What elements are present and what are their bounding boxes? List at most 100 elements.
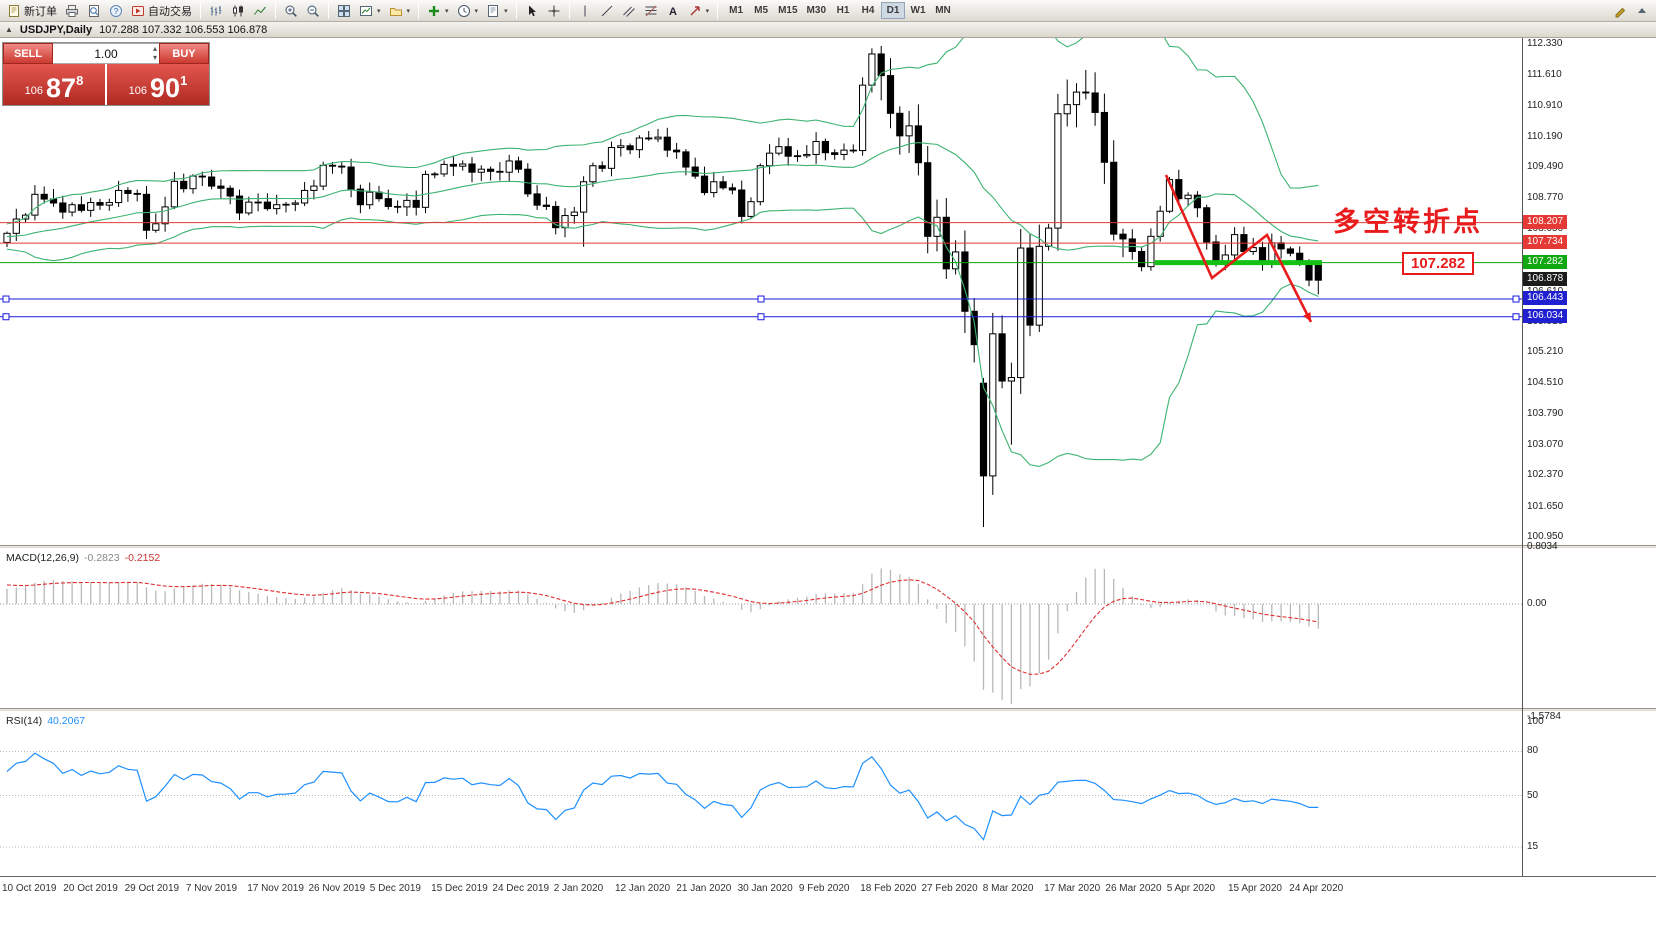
- auto-trading-icon: [132, 5, 144, 16]
- arrows-button[interactable]: ▾: [684, 1, 714, 20]
- help-button[interactable]: ?: [105, 1, 127, 20]
- annotation-text[interactable]: 多空转折点: [1333, 207, 1483, 237]
- timeframe-w1-button[interactable]: W1: [906, 2, 930, 19]
- timeframe-m1-button[interactable]: M1: [724, 2, 748, 19]
- bar-chart-button[interactable]: [205, 1, 227, 20]
- rsi-value: 40.2067: [47, 715, 86, 727]
- periods-button[interactable]: ▾: [453, 1, 483, 20]
- template-icon: [488, 4, 499, 17]
- buy-price-display[interactable]: 106 90 1: [107, 64, 209, 105]
- print-preview-button[interactable]: [83, 1, 105, 20]
- timeframe-d1-button[interactable]: D1: [881, 2, 905, 19]
- axis-label: 100: [1527, 716, 1544, 727]
- time-axis-label: 8 Mar 2020: [982, 883, 1034, 894]
- profiles-icon: [389, 7, 402, 16]
- price-marker-label: 106.443: [1523, 291, 1568, 306]
- toolbar-separator: [418, 2, 420, 19]
- price-marker-label: 106.034: [1523, 308, 1568, 323]
- scroll-up-button[interactable]: [1631, 1, 1653, 20]
- fibonacci-button[interactable]: [640, 1, 662, 20]
- toolbar-separator: [328, 2, 329, 19]
- axis-label: 109.490: [1527, 161, 1564, 173]
- timeframe-mn-button[interactable]: MN: [931, 2, 955, 19]
- rsi-indicator-chart[interactable]: [0, 712, 1522, 876]
- svg-text:A: A: [669, 6, 677, 18]
- fibonacci-icon: [645, 5, 657, 16]
- price-chart[interactable]: [0, 0, 1522, 545]
- pencil-button[interactable]: [1609, 1, 1631, 20]
- axis-label: 15: [1527, 840, 1539, 852]
- buy-button[interactable]: BUY: [159, 43, 209, 64]
- macd-indicator-chart[interactable]: [0, 549, 1522, 708]
- time-axis-label: 21 Jan 2020: [676, 883, 732, 894]
- up-arrow-icon: [1638, 7, 1646, 13]
- print-button[interactable]: [61, 1, 83, 20]
- price-chart-area[interactable]: [0, 0, 1522, 545]
- volume-up-button[interactable]: ▴: [152, 44, 157, 53]
- text-label-button[interactable]: A: [662, 1, 684, 20]
- volume-input[interactable]: 1.00 ▴ ▾: [53, 43, 159, 64]
- chevron-down-icon: ▾: [406, 7, 411, 15]
- sell-price-display[interactable]: 106 87 8: [3, 64, 107, 105]
- time-axis-label: 5 Dec 2019: [369, 883, 421, 894]
- time-axis-label: 2 Jan 2020: [553, 883, 604, 894]
- macd-panel[interactable]: MACD(12,26,9) -0.2823 -0.2152: [0, 549, 1522, 708]
- auto-trading-button[interactable]: 自动交易: [127, 1, 196, 20]
- chevron-down-icon: ▾: [474, 7, 479, 15]
- indicators-button[interactable]: ▾: [423, 1, 453, 20]
- line-chart-button[interactable]: [249, 1, 271, 20]
- axis-label: 112.330: [1527, 38, 1563, 49]
- indicators-plus-icon: [429, 5, 440, 16]
- cursor-icon: [528, 5, 536, 16]
- axis-label: 0.8034: [1527, 540, 1558, 552]
- candlestick-chart-icon: [233, 5, 243, 16]
- crosshair-button[interactable]: [543, 1, 565, 20]
- one-click-trading-panel: SELL 1.00 ▴ ▾ BUY 106 87 8 106 90 1: [2, 42, 210, 106]
- price-marker-label: 107.282: [1523, 254, 1568, 269]
- toolbar-separator: [568, 2, 570, 19]
- toolbar-separator: [275, 2, 276, 19]
- time-axis-label: 24 Dec 2019: [492, 883, 550, 894]
- time-axis-label: 17 Nov 2019: [247, 883, 304, 894]
- price-tag-label[interactable]: 107.282: [1402, 252, 1475, 275]
- timeframe-m5-button[interactable]: M5: [749, 2, 773, 19]
- arrow-icon: [690, 5, 700, 15]
- time-axis-label: 27 Feb 2020: [921, 883, 978, 894]
- rsi-panel[interactable]: RSI(14) 40.2067: [0, 712, 1522, 876]
- axis-label: 104.510: [1527, 376, 1564, 388]
- time-axis[interactable]: 10 Oct 2019 20 Oct 2019 29 Oct 2019 7 Nov 2…: [0, 876, 1656, 950]
- new-order-button[interactable]: 新订单: [3, 1, 61, 20]
- candlestick-chart-button[interactable]: [227, 1, 249, 20]
- panel-divider[interactable]: [0, 545, 1656, 549]
- axis-label: 101.650: [1527, 500, 1564, 512]
- profiles-button[interactable]: ▾: [385, 1, 415, 20]
- templates-button[interactable]: ▾: [482, 1, 512, 20]
- chevron-down-icon: ▾: [377, 7, 381, 15]
- volume-down-button[interactable]: ▾: [152, 53, 157, 62]
- chevron-down-icon: ▾: [445, 7, 449, 15]
- timeframe-m30-button[interactable]: M30: [803, 2, 830, 19]
- time-axis-label: 24 Apr 2020: [1289, 883, 1344, 894]
- sell-price-int: 106: [24, 85, 44, 97]
- cursor-button[interactable]: [521, 1, 543, 20]
- timeframe-m15-button[interactable]: M15: [774, 2, 801, 19]
- sell-price-pips: 87: [46, 73, 77, 103]
- price-axis[interactable]: 112.330 111.610 110.910 110.190 109.490 108.7…: [1523, 0, 1656, 950]
- trendline-button[interactable]: [596, 1, 618, 20]
- timeframe-h4-button[interactable]: H4: [856, 2, 880, 19]
- zoom-in-button[interactable]: [280, 1, 302, 20]
- axis-label: 105.210: [1527, 346, 1564, 358]
- sell-button[interactable]: SELL: [3, 43, 53, 64]
- price-marker-label: 106.878: [1523, 272, 1568, 287]
- zoom-out-button[interactable]: [302, 1, 324, 20]
- print-preview-icon: [89, 4, 99, 17]
- panel-divider[interactable]: [0, 708, 1656, 712]
- time-axis-label: 20 Oct 2019: [63, 883, 118, 894]
- vertical-line-button[interactable]: [574, 1, 596, 20]
- time-axis-label: 5 Apr 2020: [1166, 883, 1216, 894]
- timeframe-h1-button[interactable]: H1: [831, 2, 855, 19]
- tile-windows-button[interactable]: [333, 1, 355, 20]
- main-toolbar: 新订单 ? 自动交易 ▾ ▾ ▾: [0, 0, 1656, 22]
- new-chart-button[interactable]: ▾: [355, 1, 385, 20]
- equidistant-channel-button[interactable]: [618, 1, 640, 20]
